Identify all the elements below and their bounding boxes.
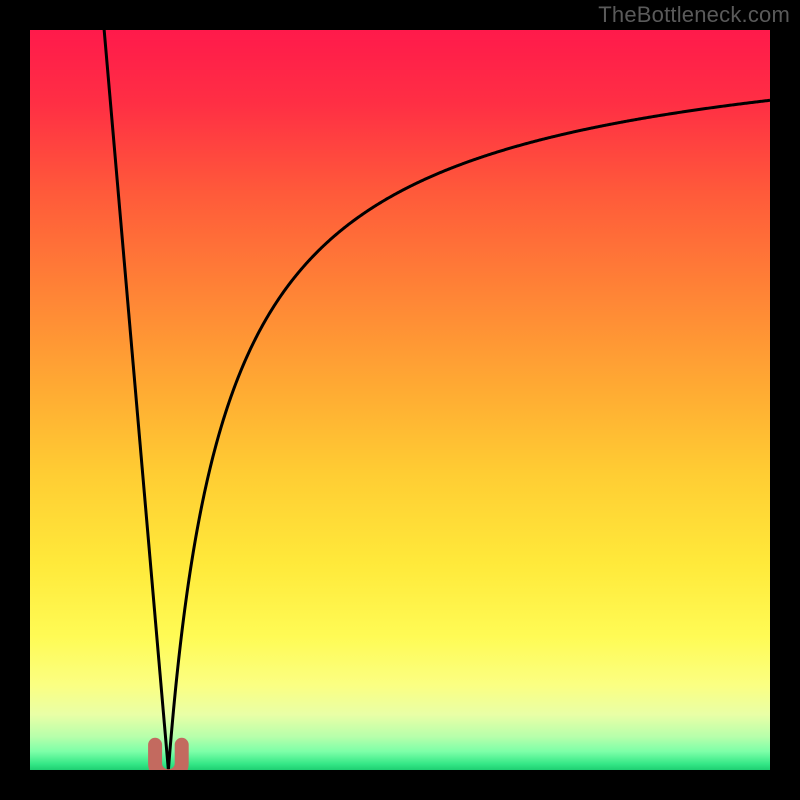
watermark-text: TheBottleneck.com (598, 2, 790, 28)
chart-svg (0, 0, 800, 800)
chart-root: TheBottleneck.com (0, 0, 800, 800)
chart-svg-wrap (0, 0, 800, 800)
chart-background (30, 30, 770, 770)
